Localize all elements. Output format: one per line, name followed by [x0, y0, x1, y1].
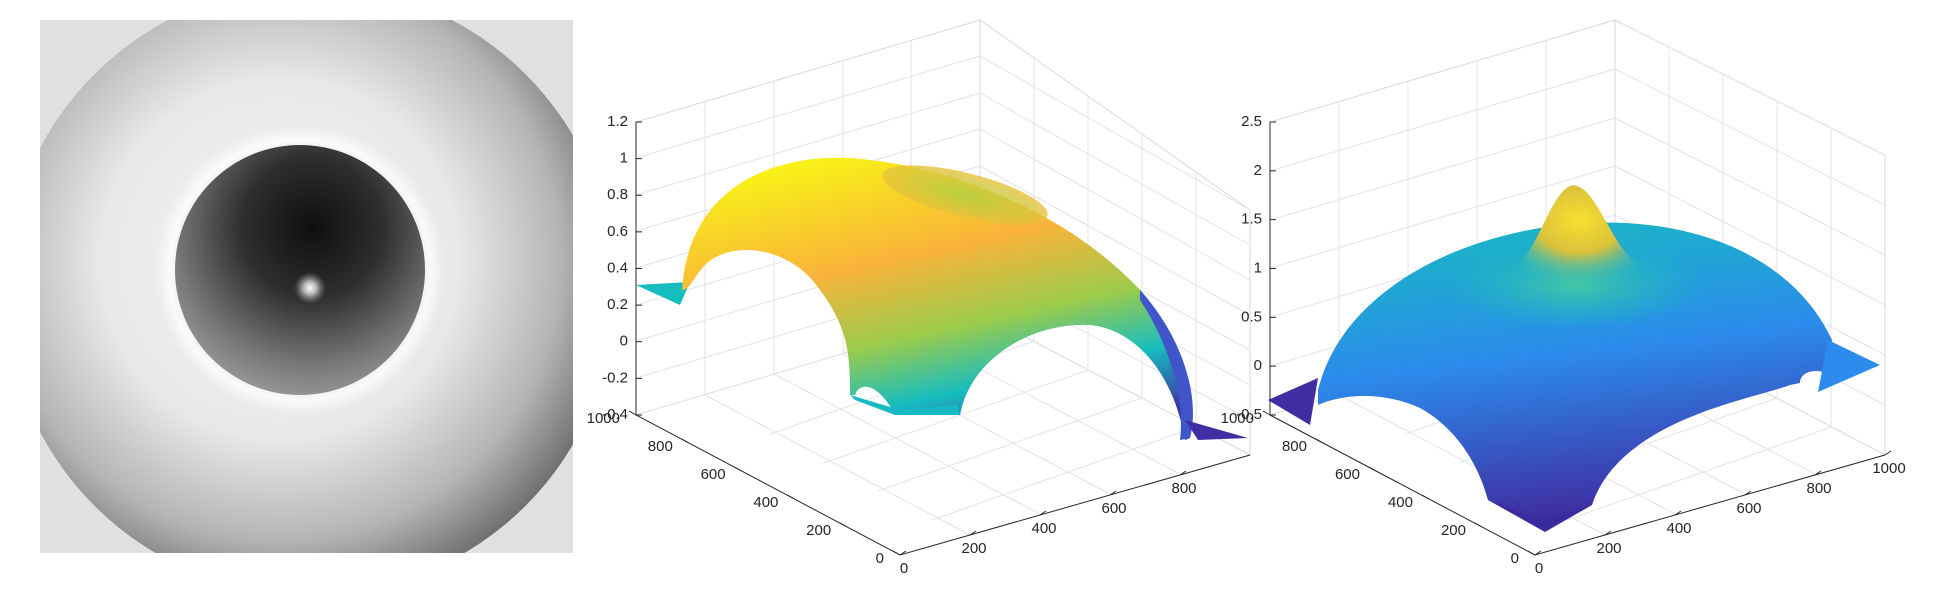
surface-plot-2-x-tick — [1534, 550, 1542, 556]
surface-plot-2-y-tick — [1368, 466, 1377, 472]
surface-plot-1-x-tick — [1039, 510, 1047, 516]
surface-plot-1 — [635, 19, 1251, 556]
surface-plot-1-y-tick-label: 0 — [876, 550, 884, 567]
surface-plot-2-y-tick — [1262, 410, 1271, 416]
surface-plot-2-y-tick-label: 400 — [1388, 494, 1413, 511]
surface-plot-1-z-tick-label: 0 — [620, 333, 628, 350]
surface-plot-1-x-tick-label: 800 — [1171, 480, 1196, 497]
surface-plot-2-x-tick-label: 800 — [1806, 480, 1831, 497]
surface-plot-2-dome — [1318, 222, 1832, 530]
surface-plot-1-x-tick-label: 0 — [900, 560, 908, 577]
surface-plot-1-y-tick — [681, 438, 690, 444]
surface-plot-2-y-tick — [1527, 550, 1536, 556]
surface-plot-2-x-tick-label: 600 — [1736, 500, 1761, 517]
surface-plot-1-z-tick-label: 0.8 — [607, 186, 628, 203]
surface-plot-2-y-tick-label: 800 — [1282, 438, 1307, 455]
surface-plot-1-y-tick-label: 600 — [701, 466, 726, 483]
surface-plot-2-x-tick — [1674, 510, 1682, 516]
grayscale-image-panel — [40, 20, 573, 553]
surface-plot-2-x-tick-label: 400 — [1666, 520, 1691, 537]
surface-plot-1-right-edge — [1140, 290, 1193, 440]
surface-plot-2-z-tick-label: 0.5 — [1241, 308, 1262, 325]
surface-plot-1-x-tick — [1179, 470, 1187, 476]
surface-plot-2-x-tick — [1604, 530, 1612, 536]
dark-central-region — [175, 145, 425, 395]
surface-plot-2 — [1268, 19, 1886, 556]
surface-plot-1-z-tick-label: 0.2 — [607, 296, 628, 313]
surface-plot-2-x-tick-label: 1000 — [1872, 460, 1905, 477]
surface-plot-1-z-tick-label: 0.6 — [607, 223, 628, 240]
surface-plot-2-flap-left — [1268, 378, 1318, 425]
surface-plot-1-surface — [636, 157, 1248, 440]
surface-plot-1-y-tick-label: 1000 — [587, 410, 620, 427]
surface-plot-2-z-tick-label: 1 — [1254, 259, 1262, 276]
bright-center-point — [294, 272, 326, 304]
surface-plot-2-y-tick-label: 600 — [1335, 466, 1360, 483]
surface-plot-2-foot — [1488, 500, 1592, 532]
surface-plot-1-x-tick-label: 400 — [1031, 520, 1056, 537]
surface-plot-2-surface — [1268, 185, 1880, 532]
surface-plot-1-x-tick — [899, 550, 907, 556]
surface-plot-1-x-tick-label: 600 — [1101, 500, 1126, 517]
surface-plot-1-z-tick-label: 1 — [620, 150, 628, 167]
surface-plot-1-dome — [682, 157, 1192, 440]
surface-plot-1-y-tick — [787, 494, 795, 500]
surface-plot-1-z-tick-label: -0.2 — [602, 369, 628, 386]
surface-plot-2-x-tick-label: 0 — [1535, 560, 1543, 577]
surface-plot-1-y-tick-label: 400 — [753, 494, 778, 511]
surface-plot-1-x-tick — [1109, 490, 1117, 496]
surface-plot-2-flap-right — [1818, 340, 1880, 392]
surface-plot-1-z-tick-label: 1.2 — [607, 113, 628, 130]
surface-plot-2-y-tick-label: 0 — [1511, 550, 1519, 567]
surface-plot-1-depression — [882, 165, 1048, 225]
surface-plot-1-flap-left — [636, 282, 690, 305]
surface-plot-1-x-tick — [969, 530, 977, 536]
surface-plot-1-y-tick-label: 800 — [648, 438, 673, 455]
surface-plot-1-x-tick-label: 200 — [961, 540, 986, 557]
surface-plot-2-x-tick — [1814, 470, 1822, 476]
surface-plot-2-z-tick-label: -0.5 — [1236, 406, 1262, 423]
surface-plot-1-flap-right — [1185, 420, 1248, 440]
surface-plot-2-z-tick-label: 0 — [1254, 357, 1262, 374]
surface-plot-1-y-tick — [734, 466, 742, 472]
surface-plot-2-x-tick — [1744, 490, 1752, 496]
surface-plot-2-x-tick — [1884, 450, 1892, 456]
surface-plot-2-z-tick-label: 2.5 — [1241, 113, 1262, 130]
surface-plot-2-z-tick-label: 2 — [1254, 162, 1262, 179]
surface-plot-1-y-tick — [628, 410, 637, 416]
surface-plot-1-z-tick-label: -0.4 — [602, 406, 628, 423]
surface-plot-2-x-tick-label: 200 — [1596, 540, 1621, 557]
surface-plot-2-y-tick — [1421, 494, 1430, 500]
surface-plot-2-peak — [1510, 185, 1648, 286]
surface-plot-2-z-tick-label: 1.5 — [1241, 211, 1262, 228]
surface-plot-1-y-tick — [892, 550, 901, 556]
surface-plot-2-y-tick — [1474, 522, 1483, 528]
surface-plot-2-y-tick-label: 1000 — [1221, 410, 1254, 427]
surface-plot-2-y-tick — [1315, 438, 1324, 444]
surface-plot-1-y-tick — [839, 522, 848, 528]
surface-plot-1-z-tick-label: 0.4 — [607, 259, 628, 276]
surface-plot-2-y-tick-label: 200 — [1441, 522, 1466, 539]
surface-plot-1-foot — [850, 395, 960, 415]
surface-plot-1-y-tick-label: 200 — [806, 522, 831, 539]
